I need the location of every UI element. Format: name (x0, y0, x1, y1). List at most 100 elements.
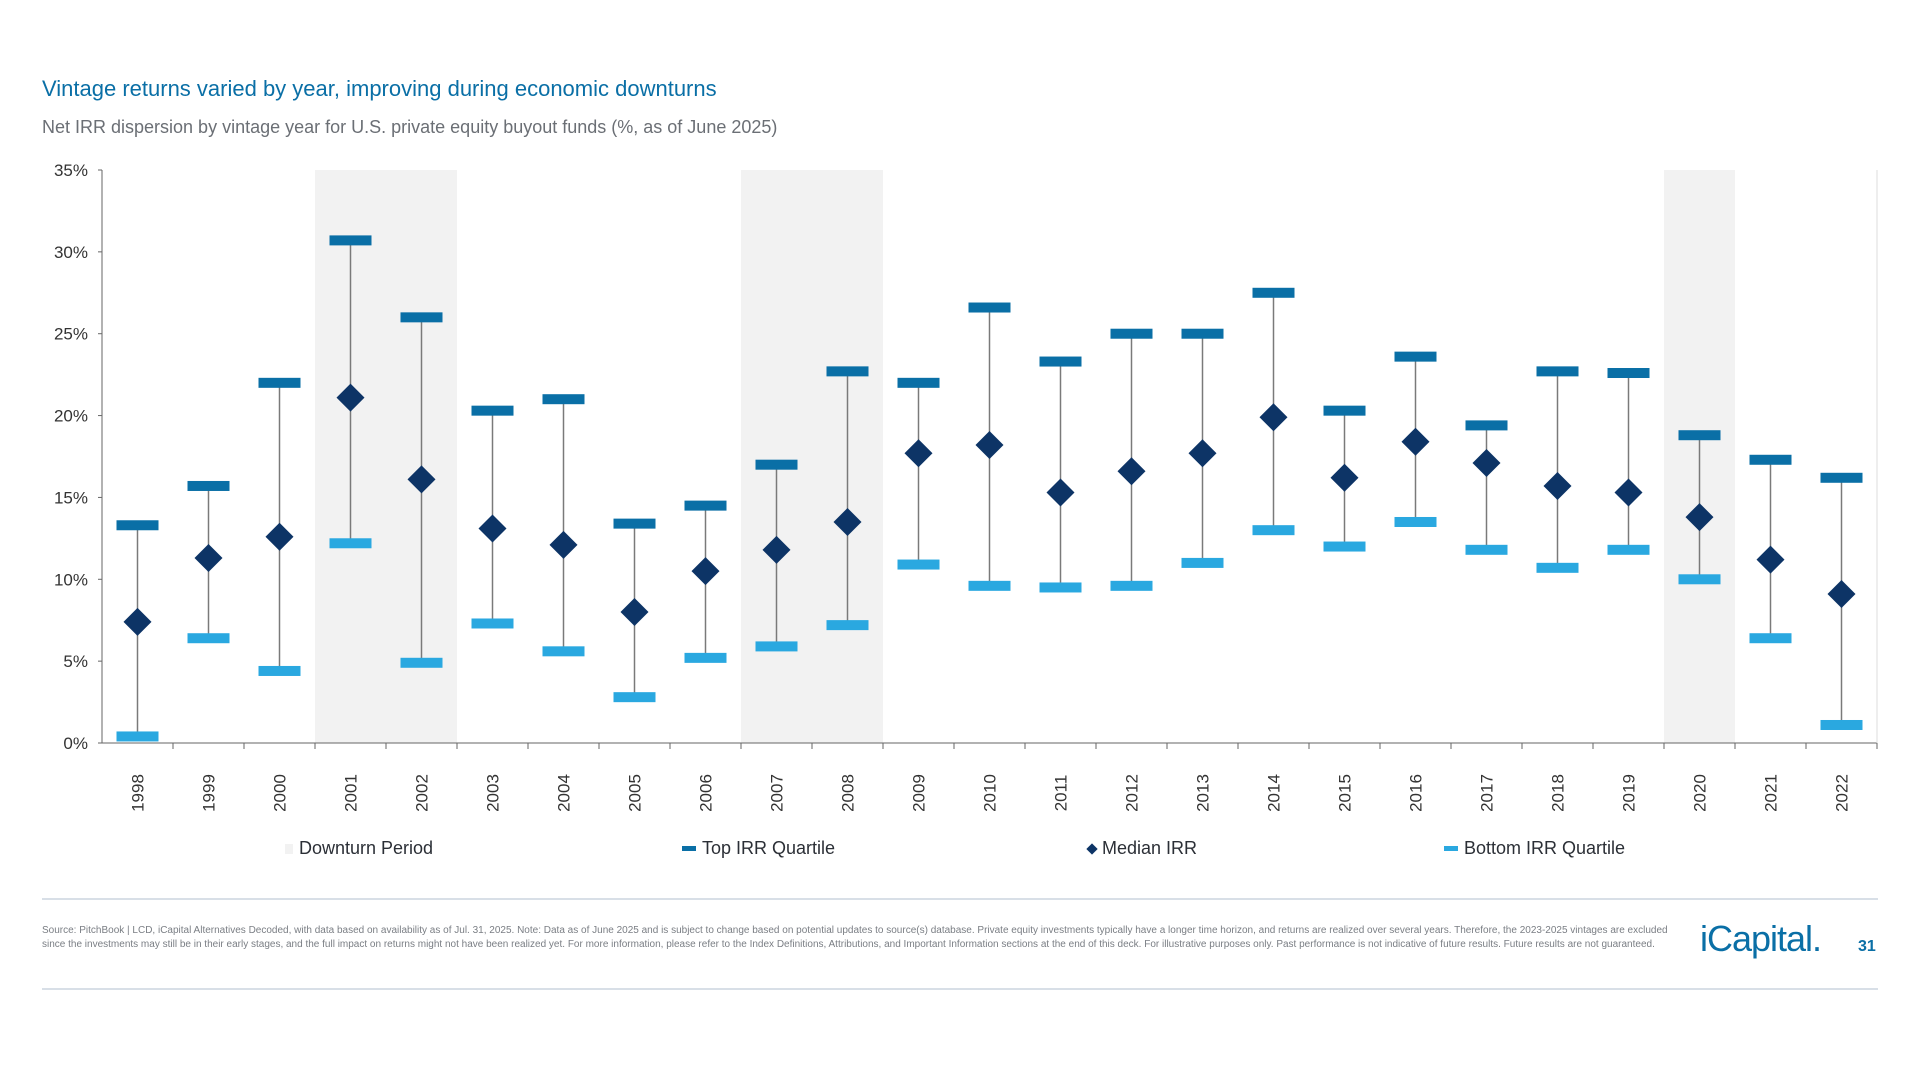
bottom-quartile-marker (1536, 562, 1579, 573)
top-quartile-marker (1039, 356, 1082, 367)
x-tick-label: 2009 (910, 774, 929, 812)
x-tick-label: 2019 (1620, 774, 1639, 812)
top-quartile-marker (1749, 454, 1792, 465)
median-marker (478, 514, 507, 543)
median-marker (1543, 471, 1572, 500)
icapital-logo: iCapital. (1700, 918, 1822, 959)
x-tick-label: 2011 (1052, 775, 1071, 812)
bottom-quartile-marker (826, 620, 869, 631)
legend-bottom-quartile: Bottom IRR Quartile (1444, 838, 1625, 859)
x-tick-label: 2014 (1265, 774, 1284, 812)
x-tick-label: 2010 (981, 774, 1000, 812)
chart-subtitle: Net IRR dispersion by vintage year for U… (42, 117, 778, 137)
y-tick-label: 15% (54, 488, 88, 507)
y-tick-label: 30% (54, 243, 88, 262)
bottom-quartile-marker (1039, 582, 1082, 593)
top-quartile-marker (1678, 430, 1721, 441)
x-tick-label: 2001 (342, 774, 361, 812)
legend-median: Median IRR (1086, 838, 1198, 859)
median-marker (1259, 403, 1288, 432)
median-marker (904, 439, 933, 468)
legend-label: Median IRR (1102, 838, 1198, 858)
top-quartile-marker (1181, 328, 1224, 339)
top-quartile-marker (258, 377, 301, 388)
y-tick-label: 25% (54, 325, 88, 344)
bottom-quartile-marker (471, 618, 514, 629)
top-quartile-marker (897, 377, 940, 388)
top-quartile-marker (826, 366, 869, 377)
downturn-band (741, 170, 812, 743)
median-marker (1117, 457, 1146, 486)
bottom-quartile-marker (897, 559, 940, 570)
top-quartile-marker (755, 459, 798, 470)
bottom-quartile-marker (1607, 544, 1650, 555)
bottom-quartile-marker (187, 633, 230, 644)
x-tick-label: 2020 (1691, 774, 1710, 812)
bottom-quartile-marker (1678, 574, 1721, 585)
median-marker (265, 522, 294, 551)
median-marker (123, 607, 152, 636)
x-tick-label: 2018 (1549, 774, 1568, 812)
legend-label: Bottom IRR Quartile (1464, 838, 1626, 858)
x-tick-label: 2016 (1407, 774, 1426, 812)
median-marker (691, 557, 720, 586)
top-quartile-marker (684, 500, 727, 511)
median-marker (620, 598, 649, 627)
x-tick-label: 2017 (1478, 774, 1497, 812)
top-quartile-marker (968, 302, 1011, 313)
median-marker (549, 530, 578, 559)
legend-label: Downturn Period (299, 838, 434, 858)
top-quartile-marker (1820, 472, 1863, 483)
bottom-quartile-marker (1465, 544, 1508, 555)
median-marker (1685, 503, 1714, 532)
x-tick-label: 2013 (1194, 774, 1213, 812)
bottom-quartile-marker (1394, 516, 1437, 527)
legend-downturn: Downturn Period (285, 838, 433, 859)
bottom-quartile-marker (1110, 580, 1153, 591)
divider (42, 898, 1878, 900)
median-marker (407, 465, 436, 494)
x-tick-label: 2006 (697, 774, 716, 812)
top-quartile-marker (1536, 366, 1579, 377)
median-marker (1330, 463, 1359, 492)
legend-top-quartile: Top IRR Quartile (682, 838, 835, 859)
legend-label: Top IRR Quartile (702, 838, 836, 858)
downturn-swatch (285, 843, 293, 854)
x-tick-label: 2000 (271, 774, 290, 812)
page-number: 31 (1858, 938, 1876, 955)
source-note: Source: PitchBook | LCD, iCapital Altern… (42, 925, 1668, 950)
top-quartile-marker (471, 405, 514, 416)
bottom-quartile-marker (755, 641, 798, 652)
chart-title: Vintage returns varied by year, improvin… (42, 76, 717, 101)
x-tick-label: 2022 (1833, 774, 1852, 812)
top-quartile-marker (1607, 368, 1650, 379)
bottom-quartile-marker (258, 665, 301, 676)
top-quartile-marker (542, 394, 585, 405)
x-tick-label: 2008 (839, 774, 858, 812)
median-marker (1472, 449, 1501, 478)
x-tick-label: 2005 (626, 774, 645, 812)
top-quartile-marker (1394, 351, 1437, 362)
y-tick-label: 0% (63, 734, 88, 753)
median-marker (1188, 439, 1217, 468)
x-tick-label: 2021 (1762, 774, 1781, 812)
top-quartile-marker (1323, 405, 1366, 416)
y-tick-label: 5% (63, 652, 88, 671)
divider (42, 988, 1878, 990)
top-quartile-marker (329, 235, 372, 246)
top-quartile-marker (400, 312, 443, 323)
median-diamond-icon (1086, 842, 1098, 855)
y-tick-label: 10% (54, 570, 88, 589)
x-tick-label: 1998 (129, 774, 148, 812)
x-tick-label: 2003 (484, 774, 503, 812)
median-marker (336, 383, 365, 412)
bottom-quartile-marker (1323, 541, 1366, 552)
top-quartile-marker (613, 518, 656, 529)
median-marker (762, 535, 791, 564)
x-tick-label: 2007 (768, 774, 787, 812)
median-marker (1756, 545, 1785, 574)
median-marker (1827, 580, 1856, 609)
bottom-quartile-marker (1820, 719, 1863, 730)
median-marker (833, 507, 862, 536)
y-tick-label: 35% (54, 161, 88, 180)
